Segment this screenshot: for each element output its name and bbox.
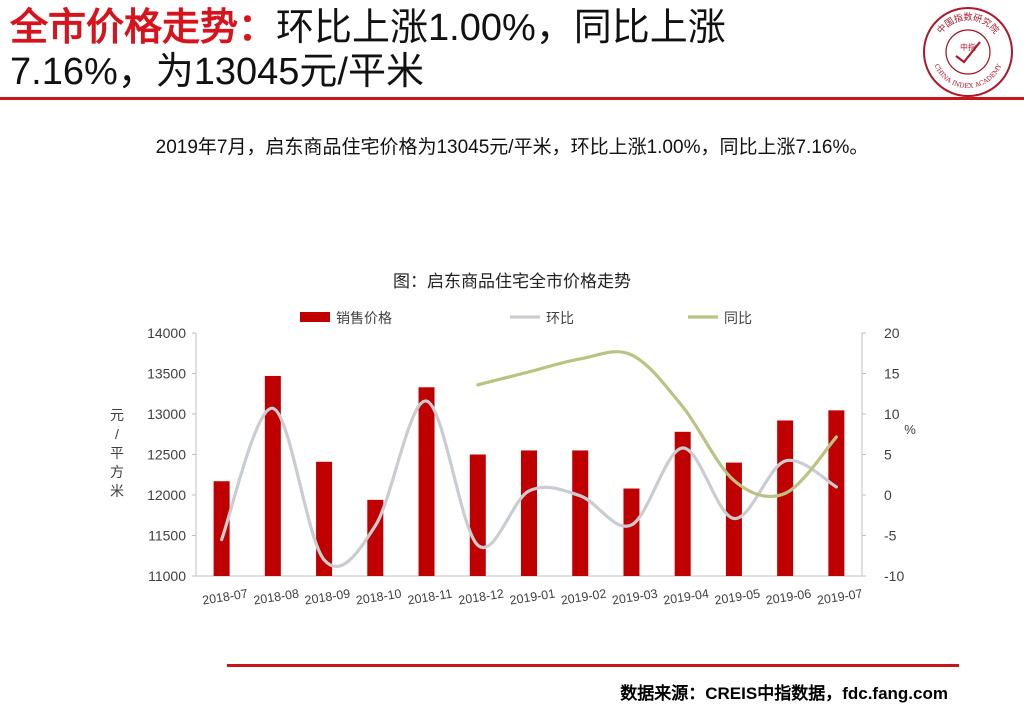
right-axis-tick-label: 15 xyxy=(884,366,900,382)
left-axis-tick-label: 13000 xyxy=(147,406,186,422)
logo-center-text: 中指 xyxy=(960,42,976,52)
right-axis-tick-label: 0 xyxy=(884,487,892,503)
right-axis-tick-label: 5 xyxy=(884,447,892,463)
legend-label: 环比 xyxy=(546,310,574,326)
data-source: 数据来源：CREIS中指数据，fdc.fang.com xyxy=(620,684,948,703)
china-index-academy-logo: 中国指数研究院 CHINA INDEX ACADEMY 中指 xyxy=(923,7,1013,97)
price-bar xyxy=(469,454,486,576)
left-axis-label-char: 平 xyxy=(110,445,124,461)
x-axis-tick-label: 2019-04 xyxy=(662,587,710,608)
summary-text: 2019年7月，启东商品住宅价格为13045元/平米，环比上涨1.00%，同比上… xyxy=(155,137,869,158)
left-axis-tick-label: 13500 xyxy=(147,366,186,382)
top-divider xyxy=(0,97,1024,100)
x-axis-tick-label: 2018-07 xyxy=(201,587,249,608)
price-bar xyxy=(623,488,640,576)
price-bar xyxy=(316,461,333,576)
left-axis-tick-label: 12000 xyxy=(147,487,186,503)
price-bar xyxy=(777,420,794,576)
mom-line xyxy=(220,399,838,568)
x-axis-tick-label: 2019-01 xyxy=(509,587,557,608)
x-axis-tick-label: 2018-11 xyxy=(407,587,454,608)
left-axis-label-char: 方 xyxy=(110,464,124,480)
yoy-line xyxy=(476,350,838,499)
left-axis-label-char: 元 xyxy=(110,407,124,423)
x-axis-tick-label: 2019-07 xyxy=(816,587,864,608)
x-axis-tick-label: 2019-05 xyxy=(714,587,762,608)
price-bar xyxy=(572,450,589,576)
title-highlight: 全市价格走势： xyxy=(10,7,277,49)
x-axis-tick-label: 2018-10 xyxy=(355,587,403,608)
legend-label: 销售价格 xyxy=(336,310,392,326)
left-axis-tick-label: 11000 xyxy=(148,568,186,584)
left-axis-label-char: 米 xyxy=(110,483,124,499)
x-axis-tick-label: 2019-02 xyxy=(560,587,608,608)
left-axis-label-char: / xyxy=(115,426,119,442)
right-axis-tick-label: -10 xyxy=(884,568,904,584)
x-axis-tick-label: 2018-12 xyxy=(457,587,505,608)
right-axis-tick-label: 20 xyxy=(884,325,900,341)
price-bar xyxy=(213,481,230,576)
page-title: 全市价格走势：环比上涨1.00%，同比上涨 7.16%，为13045元/平米 xyxy=(10,6,890,94)
price-bar xyxy=(264,375,281,576)
x-axis-tick-label: 2019-06 xyxy=(765,587,813,608)
chart-title: 图：启东商品住宅全市价格走势 xyxy=(393,272,631,291)
bottom-divider xyxy=(227,664,959,667)
logo-check-icon xyxy=(955,41,981,64)
right-axis-label: % xyxy=(904,422,916,437)
x-axis-tick-label: 2018-09 xyxy=(304,587,352,608)
legend-bar-swatch xyxy=(300,312,330,322)
x-axis-tick-label: 2019-03 xyxy=(611,587,659,608)
price-bar xyxy=(418,387,435,576)
title-line2: 7.16%，为13045元/平米 xyxy=(10,51,424,93)
right-axis-tick-label: -5 xyxy=(884,528,897,544)
price-bar xyxy=(674,431,691,576)
price-bar xyxy=(828,410,845,576)
right-axis-tick-label: 10 xyxy=(884,406,900,422)
left-axis-tick-label: 12500 xyxy=(147,447,186,463)
left-axis-tick-label: 14000 xyxy=(147,325,186,341)
legend-label: 同比 xyxy=(724,310,752,326)
title-line1: 环比上涨1.00%，同比上涨 xyxy=(276,7,726,49)
price-bar xyxy=(521,450,537,576)
x-axis-tick-label: 2018-08 xyxy=(252,587,300,608)
left-axis-tick-label: 11500 xyxy=(148,528,186,544)
